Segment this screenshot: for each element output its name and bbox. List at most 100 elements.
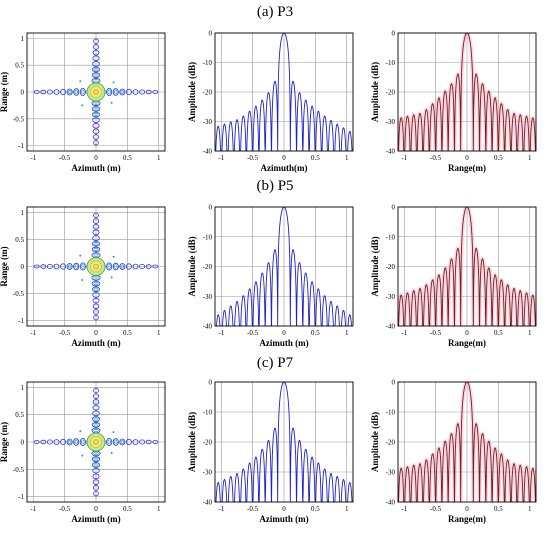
x-tick-label: 0 <box>94 329 98 337</box>
contour-sidelobe-rg-inner <box>93 423 99 427</box>
contour-sidelobe-rg-inner <box>93 417 99 421</box>
contour-sidelobe-az <box>112 88 119 96</box>
contour-sidelobe-rg-inner <box>93 73 99 77</box>
contour-sidelobe-rg-inner <box>93 247 99 252</box>
chart-panel-9: -1 -0.5 0 0.5 1 0 -10 -20 -30 -40 Range(m) Amplitud… <box>370 379 537 524</box>
y-tick-label: -30 <box>386 118 396 126</box>
x-tick-label: 1 <box>528 329 532 337</box>
contour-sidelobe-rg-inner <box>93 287 99 291</box>
contour-sidelobe-az-inner <box>67 89 72 94</box>
x-tick-label: 1 <box>528 154 532 162</box>
x-axis-label: Azimuth (m) <box>71 163 120 173</box>
contour-sidelobe-rg-inner <box>93 276 99 280</box>
profile-series-line <box>215 207 353 326</box>
x-axis-label: Azimuth (m) <box>71 338 120 348</box>
y-tick-label: -10 <box>386 233 396 241</box>
x-tick-label: 1 <box>345 154 349 162</box>
y-tick-label: -40 <box>203 499 213 507</box>
y-axis-label: Range (m) <box>0 72 9 112</box>
contour-sidelobe-rg <box>91 106 101 112</box>
contour-sidelobe-az <box>33 90 40 94</box>
contour-sidelobe-az <box>106 437 113 446</box>
contour-sidelobe-az-inner <box>114 89 118 95</box>
contour-sidelobe-az <box>112 438 119 446</box>
row-title-c: (c) P7 <box>256 355 294 371</box>
contour-sidelobe-rg <box>91 246 101 253</box>
y-tick-label: -20 <box>386 89 396 97</box>
y-tick-label: -10 <box>203 409 213 417</box>
contour-sidelobe-az <box>40 264 47 269</box>
contour-sidelobe-az-inner <box>81 89 85 95</box>
y-axis-label: Range (m) <box>0 246 9 286</box>
contour-sidelobe-rg <box>91 422 101 428</box>
contour-sidelobe-az-inner <box>107 89 111 95</box>
contour-sidelobe-rg <box>93 314 99 321</box>
contour-sidelobe-az-inner <box>120 264 125 269</box>
x-axis-label: Azimuth(m) <box>261 163 308 173</box>
contour-sidelobe-az <box>145 264 152 269</box>
contour-ghost-dot <box>112 255 115 258</box>
contour-sidelobe-rg <box>92 467 100 474</box>
y-tick-label: -10 <box>386 59 396 67</box>
contour-ghost-dot <box>79 80 82 83</box>
y-tick-label: 0 <box>209 379 213 387</box>
contour-sidelobe-az <box>132 263 139 270</box>
x-tick-label: 0.5 <box>311 154 320 162</box>
y-tick-label: -40 <box>203 148 213 156</box>
contour-sidelobe-az <box>139 439 146 445</box>
y-tick-label: -30 <box>386 469 396 477</box>
y-tick-label: -1 <box>18 493 24 501</box>
y-tick-label: -20 <box>203 89 213 97</box>
y-axis-label: Amplitude (dB) <box>187 62 197 122</box>
chart-panel-6: -1 -0.5 0 0.5 1 0 -10 -20 -30 -40 Range(m) Amplitud… <box>370 204 537 348</box>
y-tick-label: -1 <box>18 317 24 325</box>
y-axis-label: Amplitude (dB) <box>370 62 380 122</box>
x-tick-label: -0.5 <box>430 505 442 513</box>
contour-mainlobe-peak <box>93 263 99 270</box>
contour-sidelobe-az-inner <box>74 89 78 95</box>
y-tick-label: -30 <box>386 293 396 301</box>
contour-sidelobe-az <box>73 262 80 271</box>
x-tick-label: -1 <box>30 154 36 162</box>
row-title-b: (b) P5 <box>256 178 294 194</box>
x-axis-label: Range(m) <box>448 338 486 348</box>
chart-panel-8: -1 -0.5 0 0.5 1 0 -10 -20 -30 -40 Azimuth (m) Ampli… <box>187 379 354 524</box>
contour-sidelobe-rg-inner <box>93 451 99 456</box>
contour-sidelobe-az <box>152 440 159 444</box>
contour-sidelobe-rg-inner <box>93 107 99 111</box>
y-tick-label: -30 <box>203 293 213 301</box>
contour-sidelobe-az-inner <box>114 439 118 445</box>
contour-sidelobe-az <box>79 262 86 271</box>
contour-sidelobe-az <box>112 262 119 271</box>
contour-sidelobe-az <box>60 263 67 270</box>
contour-sidelobe-az <box>119 263 126 270</box>
contour-sidelobe-rg <box>92 235 100 241</box>
contour-sidelobe-az-inner <box>114 264 118 269</box>
x-tick-label: 0 <box>465 329 469 337</box>
x-tick-label: 0.5 <box>311 329 320 337</box>
y-tick-label: 1 <box>21 35 25 43</box>
contour-sidelobe-az <box>46 89 53 95</box>
y-tick-label: -10 <box>203 233 213 241</box>
chart-panel-3: -1 -0.5 0 0.5 1 0 -10 -20 -30 -40 Range(m) Amplitud… <box>370 30 537 173</box>
profile-series-line <box>215 33 353 151</box>
contour-sidelobe-az <box>106 88 113 97</box>
plot-frame <box>397 206 537 327</box>
contour-sidelobe-rg <box>93 44 100 50</box>
y-axis-label: Amplitude (dB) <box>370 412 380 472</box>
y-tick-label: -20 <box>386 263 396 271</box>
x-axis-label: Azimuth (m) <box>71 514 120 524</box>
x-tick-label: 0 <box>94 505 98 513</box>
y-tick-label: -10 <box>203 59 213 67</box>
x-tick-label: 0.5 <box>123 505 132 513</box>
contour-sidelobe-az <box>53 89 60 95</box>
y-tick-label: 1 <box>21 384 25 392</box>
plot-frame <box>397 381 537 503</box>
chart-panel-1: -1 -0.5 0 0.5 1 -1 -0.5 0 0.5 1 Azimuth (m) Range (… <box>0 32 166 173</box>
y-tick-label: 0 <box>21 439 25 447</box>
contour-mainlobe-peak <box>93 439 99 445</box>
contour-mainlobe-peak <box>93 89 99 95</box>
x-tick-label: 0 <box>282 329 286 337</box>
contour-sidelobe-az <box>125 263 132 270</box>
contour-sidelobe-rg <box>92 399 100 405</box>
